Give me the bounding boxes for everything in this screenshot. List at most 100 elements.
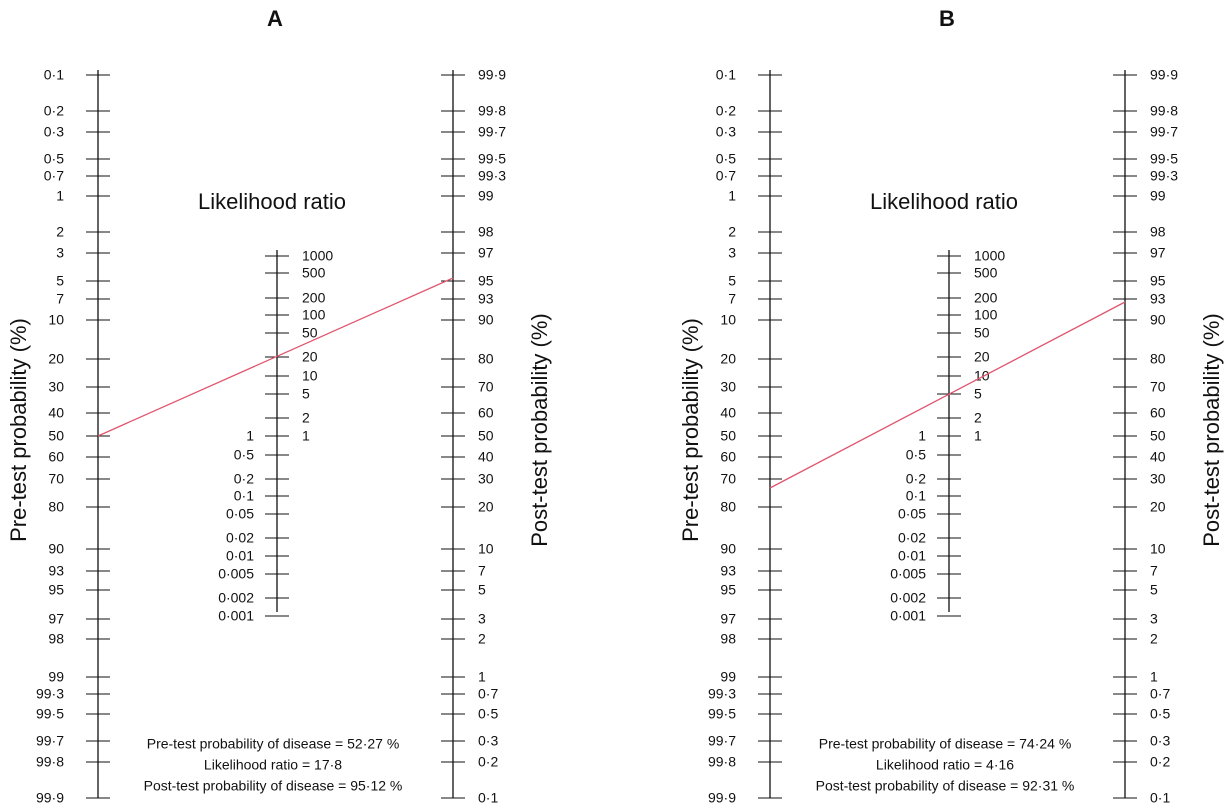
tick-label: 30 bbox=[720, 379, 736, 395]
tick-label: 100 bbox=[302, 307, 326, 323]
tick-label: 7 bbox=[478, 563, 486, 579]
tick-label: 0·3 bbox=[716, 124, 736, 140]
tick-label: 50 bbox=[478, 428, 494, 444]
tick-label: 0·1 bbox=[44, 67, 64, 83]
tick-label: 99·7 bbox=[36, 733, 64, 749]
tick-label: 50 bbox=[720, 428, 736, 444]
tick-label: 1000 bbox=[302, 248, 333, 264]
tick-label: 200 bbox=[974, 290, 998, 306]
tick-label: 90 bbox=[478, 312, 494, 328]
tick-label: 2 bbox=[56, 224, 64, 240]
tick-label: 99·9 bbox=[1150, 67, 1178, 83]
tick-label: 5 bbox=[728, 273, 736, 289]
tick-label: 70 bbox=[1150, 379, 1166, 395]
tick-label: 2 bbox=[478, 631, 486, 647]
tick-label: 5 bbox=[974, 386, 982, 402]
tick-label: 90 bbox=[48, 541, 64, 557]
tick-label: 99·3 bbox=[36, 686, 64, 702]
tick-label: 93 bbox=[478, 291, 494, 307]
tick-label: 0·005 bbox=[890, 566, 926, 582]
tick-label: 500 bbox=[974, 265, 998, 281]
tick-label: 0·5 bbox=[716, 151, 736, 167]
tick-label: 90 bbox=[1150, 312, 1166, 328]
tick-label: 0·5 bbox=[44, 151, 64, 167]
tick-label: 50 bbox=[48, 428, 64, 444]
tick-label: 99·7 bbox=[708, 733, 736, 749]
tick-label: 60 bbox=[720, 449, 736, 465]
tick-label: 5 bbox=[478, 582, 486, 598]
tick-label: 0·05 bbox=[226, 506, 254, 522]
tick-label: 0·3 bbox=[44, 124, 64, 140]
tick-label: 0·001 bbox=[890, 608, 926, 624]
tick-label: 95 bbox=[478, 273, 494, 289]
axis-title: Post-test probability (%) bbox=[1199, 313, 1224, 547]
tick-label: 80 bbox=[720, 499, 736, 515]
tick-label: 0·2 bbox=[1150, 754, 1170, 770]
tick-label: 95 bbox=[1150, 273, 1166, 289]
tick-label: 30 bbox=[48, 379, 64, 395]
panel-label: B bbox=[939, 6, 955, 31]
tick-label: 1 bbox=[728, 188, 736, 204]
tick-label: 0·1 bbox=[906, 488, 926, 504]
result-text: Likelihood ratio = 4·16 bbox=[876, 757, 1014, 773]
tick-label: 0·1 bbox=[478, 790, 498, 806]
tick-label: 99·5 bbox=[1150, 151, 1178, 167]
tick-label: 97 bbox=[48, 611, 64, 627]
result-text: Pre-test probability of disease = 74·24 … bbox=[819, 736, 1072, 752]
tick-label: 0·2 bbox=[716, 103, 736, 119]
tick-label: 99 bbox=[720, 669, 736, 685]
nomogram-line bbox=[769, 301, 1126, 489]
tick-label: 99·3 bbox=[708, 686, 736, 702]
tick-label: 99·8 bbox=[36, 754, 64, 770]
tick-label: 1 bbox=[302, 428, 310, 444]
result-text: Pre-test probability of disease = 52·27 … bbox=[147, 736, 400, 752]
tick-label: 10 bbox=[1150, 541, 1166, 557]
tick-label: 1 bbox=[478, 669, 486, 685]
tick-label: 99·9 bbox=[478, 67, 506, 83]
tick-label: 0·3 bbox=[1150, 733, 1170, 749]
tick-label: 98 bbox=[720, 631, 736, 647]
axis-title: Likelihood ratio bbox=[198, 189, 346, 214]
tick-label: 1 bbox=[246, 428, 254, 444]
tick-label: 99 bbox=[478, 188, 494, 204]
tick-label: 2 bbox=[1150, 631, 1158, 647]
tick-label: 99·3 bbox=[478, 168, 506, 184]
tick-label: 99·7 bbox=[478, 124, 506, 140]
tick-label: 0·5 bbox=[234, 447, 254, 463]
tick-label: 99·8 bbox=[1150, 103, 1178, 119]
tick-label: 99·9 bbox=[708, 790, 736, 806]
tick-label: 99·3 bbox=[1150, 168, 1178, 184]
tick-label: 3 bbox=[56, 245, 64, 261]
tick-label: 1000 bbox=[974, 248, 1005, 264]
tick-label: 5 bbox=[56, 273, 64, 289]
tick-label: 0·5 bbox=[906, 447, 926, 463]
tick-label: 97 bbox=[1150, 245, 1166, 261]
axis-title: Likelihood ratio bbox=[870, 189, 1018, 214]
tick-label: 7 bbox=[728, 291, 736, 307]
tick-label: 99·8 bbox=[708, 754, 736, 770]
tick-label: 1 bbox=[56, 188, 64, 204]
tick-label: 20 bbox=[48, 351, 64, 367]
tick-label: 99·8 bbox=[478, 103, 506, 119]
tick-label: 3 bbox=[728, 245, 736, 261]
tick-label: 5 bbox=[1150, 582, 1158, 598]
tick-label: 0·005 bbox=[218, 566, 254, 582]
tick-label: 99 bbox=[1150, 188, 1166, 204]
tick-label: 10 bbox=[48, 312, 64, 328]
tick-label: 99·7 bbox=[1150, 124, 1178, 140]
tick-label: 7 bbox=[56, 291, 64, 307]
tick-label: 40 bbox=[48, 405, 64, 421]
tick-label: 0·1 bbox=[716, 67, 736, 83]
result-text: Post-test probability of disease = 92·31… bbox=[816, 778, 1075, 794]
tick-label: 99 bbox=[48, 669, 64, 685]
tick-label: 20 bbox=[1150, 499, 1166, 515]
tick-label: 70 bbox=[478, 379, 494, 395]
tick-label: 30 bbox=[1150, 471, 1166, 487]
tick-label: 1 bbox=[974, 428, 982, 444]
tick-label: 95 bbox=[48, 582, 64, 598]
tick-label: 60 bbox=[1150, 405, 1166, 421]
tick-label: 99·5 bbox=[708, 706, 736, 722]
nomogram-line bbox=[97, 277, 454, 437]
tick-label: 0·7 bbox=[478, 686, 498, 702]
